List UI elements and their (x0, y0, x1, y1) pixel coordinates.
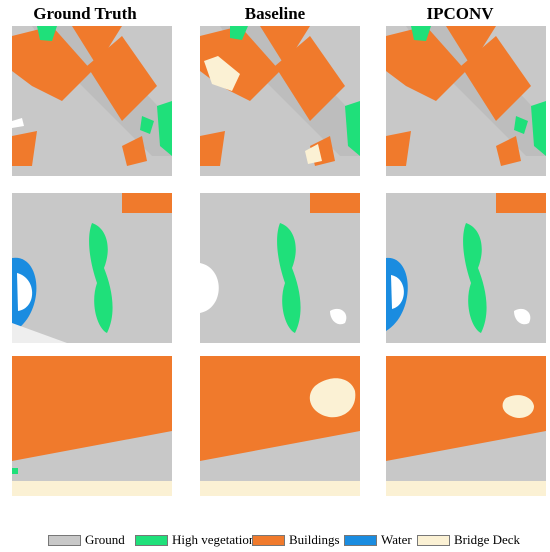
legend-label-ground: Ground (85, 532, 125, 547)
column-title-baseline: Baseline (244, 4, 306, 23)
legend-item-ground: Ground (48, 532, 125, 548)
panel-row2-baseline (200, 193, 360, 343)
point-cloud-scene-2-ipconv (386, 193, 546, 343)
legend: Ground High vegetation Buildings Water B… (0, 530, 550, 550)
legend-item-water: Water (344, 532, 412, 548)
point-cloud-scene-2-baseline (200, 193, 360, 343)
legend-label-bridge-deck: Bridge Deck (454, 532, 521, 547)
legend-item-buildings: Buildings (252, 532, 340, 548)
point-cloud-scene-3-ground-truth (12, 356, 172, 506)
legend-swatch-bridge-deck (417, 534, 450, 546)
legend-swatch-water (344, 534, 377, 546)
legend-label-high-vegetation: High vegetation (172, 532, 256, 547)
legend-label-buildings: Buildings (289, 532, 340, 547)
point-cloud-scene-1-ground-truth (12, 26, 172, 176)
point-cloud-scene-1-baseline (200, 26, 360, 176)
legend-item-bridge-deck: Bridge Deck (417, 532, 520, 548)
point-cloud-scene-2-ground-truth (12, 193, 172, 343)
panel-row1-ground-truth (12, 26, 172, 176)
point-cloud-scene-3-baseline (200, 356, 360, 506)
panel-row2-ground-truth (12, 193, 172, 343)
legend-item-high-vegetation: High vegetation (135, 532, 255, 548)
legend-swatch-ground (48, 534, 81, 546)
column-title-ground-truth: Ground Truth (33, 4, 137, 23)
panel-row3-ground-truth (12, 356, 172, 506)
panel-row3-ipconv (386, 356, 546, 506)
legend-swatch-buildings (252, 534, 285, 546)
legend-swatch-high-vegetation (135, 534, 168, 546)
column-title-ipconv: IPCONV (426, 4, 494, 23)
legend-label-water: Water (381, 532, 412, 547)
panel-row2-ipconv (386, 193, 546, 343)
point-cloud-scene-3-ipconv (386, 356, 546, 506)
panel-row1-ipconv (386, 26, 546, 176)
point-cloud-scene-1-ipconv (386, 26, 546, 176)
panel-row1-baseline (200, 26, 360, 176)
panel-row3-baseline (200, 356, 360, 506)
